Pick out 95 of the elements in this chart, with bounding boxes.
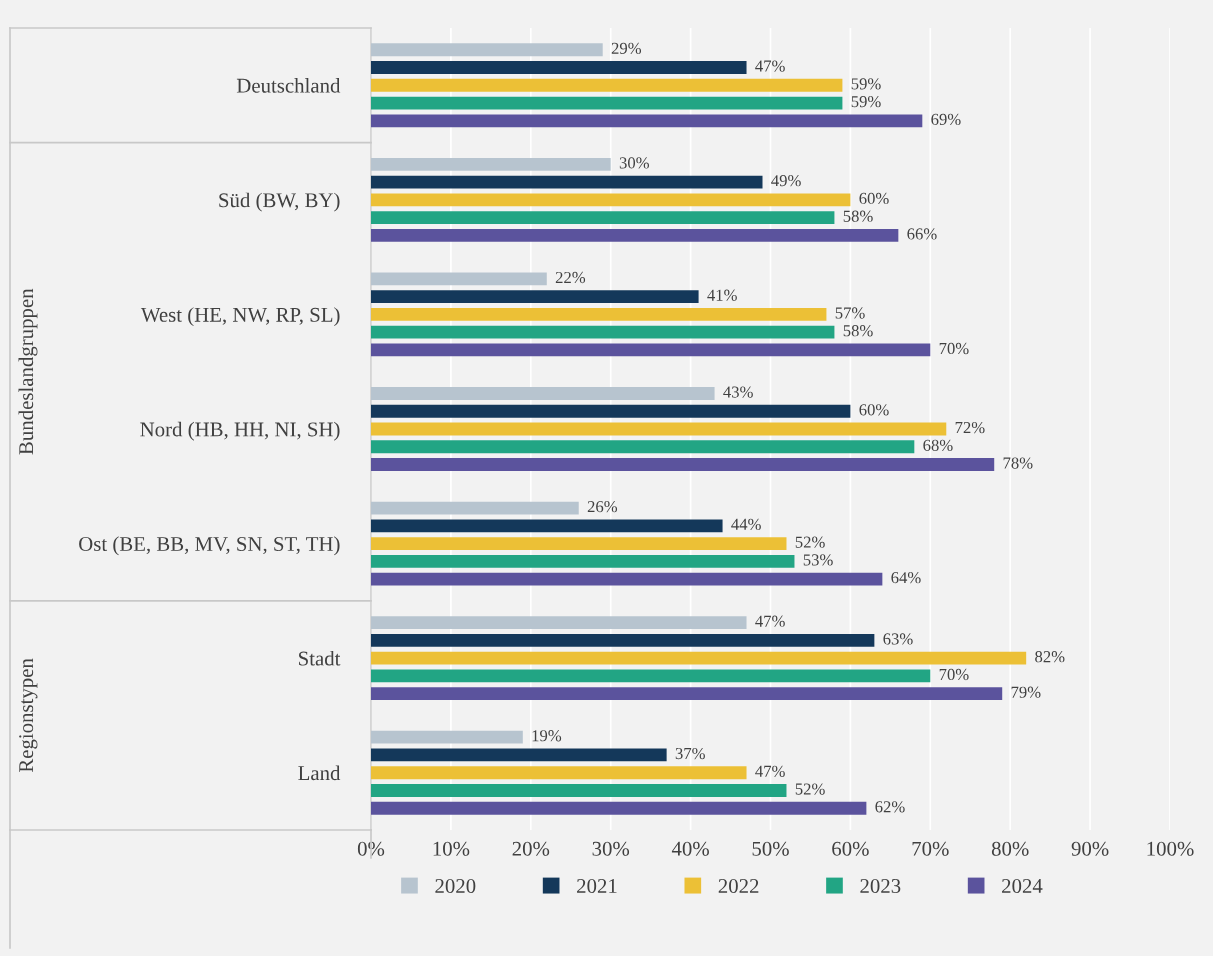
- data-label: 22%: [555, 271, 586, 284]
- legend-label: 2024: [1002, 878, 1043, 894]
- data-label: 47%: [755, 615, 785, 627]
- bar: [371, 784, 787, 797]
- data-label: 43%: [723, 386, 753, 398]
- data-label: 63%: [883, 633, 913, 645]
- data-label: 52%: [795, 783, 825, 795]
- data-label: 52%: [795, 536, 825, 548]
- y-tick-label: West (HE, NW, RP, SL): [140, 307, 340, 327]
- data-label: 37%: [675, 747, 705, 760]
- bar: [371, 157, 611, 171]
- legend-label: 2023: [860, 878, 901, 894]
- bar: [371, 422, 947, 436]
- x-tick-label: 20%: [512, 841, 550, 856]
- data-label: 68%: [923, 439, 953, 451]
- bar: [371, 458, 995, 471]
- text: Regionstypen: [19, 658, 38, 773]
- bar: [371, 387, 715, 400]
- data-label: 82%: [1035, 651, 1065, 663]
- bar: [371, 175, 763, 189]
- bar: [371, 61, 747, 74]
- bar: [371, 308, 827, 321]
- x-tick-label: 40%: [671, 841, 709, 856]
- x-tick-label: 60%: [832, 841, 869, 856]
- legend-label: 2020: [435, 878, 476, 894]
- bar: [371, 290, 699, 304]
- bar: [371, 501, 579, 515]
- y-tick-label: Deutschland: [236, 78, 341, 93]
- bar: [371, 616, 747, 630]
- y-tick-label: Stadt: [299, 650, 341, 666]
- data-label: 60%: [859, 404, 889, 416]
- bar: [371, 687, 1003, 701]
- bar: [371, 272, 547, 286]
- bar: [371, 96, 843, 110]
- bar: [371, 730, 523, 744]
- bar: [371, 211, 835, 225]
- x-tick-label: 70%: [912, 841, 949, 856]
- data-label: 72%: [955, 421, 985, 434]
- data-label: 49%: [771, 175, 801, 187]
- bar: [371, 669, 931, 683]
- bar: [371, 766, 747, 780]
- x-tick-label: 0%: [357, 841, 385, 856]
- text: Bundeslandgruppen: [18, 288, 38, 455]
- bar: [371, 633, 875, 647]
- legend-label: 2021: [577, 878, 617, 894]
- bar: [371, 325, 835, 339]
- bar: [371, 114, 923, 128]
- bar: [371, 537, 787, 550]
- y-tick-label: Land: [298, 765, 341, 781]
- data-label: 57%: [835, 307, 865, 319]
- x-tick-label: 90%: [1071, 841, 1109, 856]
- data-label: 59%: [851, 78, 881, 90]
- bar: [371, 404, 851, 418]
- bar: [371, 78, 843, 92]
- data-label: 64%: [891, 572, 921, 584]
- data-label: 66%: [907, 228, 937, 240]
- bar: [371, 748, 667, 762]
- bar: [371, 343, 931, 357]
- data-label: 79%: [1011, 686, 1041, 698]
- y-tick-label: Nord (HB, HH, NI, SH): [140, 421, 340, 441]
- data-label: 53%: [803, 554, 833, 566]
- bar: [371, 43, 603, 57]
- y-tick-label: Ost (BE, BB, MV, SN, ST, TH): [79, 536, 340, 556]
- x-tick-label: 50%: [752, 841, 789, 856]
- bar: [371, 651, 1027, 665]
- data-label: 78%: [1003, 457, 1033, 469]
- x-tick-label: 10%: [433, 841, 470, 856]
- data-label: 70%: [939, 668, 969, 681]
- bar: [371, 193, 851, 207]
- bar: [371, 554, 795, 568]
- data-label: 29%: [611, 42, 642, 54]
- data-label: 41%: [707, 289, 737, 301]
- data-label: 47%: [755, 765, 785, 777]
- data-label: 70%: [939, 342, 969, 355]
- x-tick-label: 100%: [1147, 841, 1194, 856]
- data-label: 69%: [931, 113, 961, 126]
- bar: [371, 228, 899, 242]
- y-tick-label: Süd (BW, BY): [219, 192, 340, 212]
- data-label: 59%: [851, 95, 881, 108]
- data-label: 19%: [532, 730, 562, 742]
- data-label: 47%: [755, 60, 785, 72]
- data-label: 26%: [587, 500, 618, 513]
- data-label: 44%: [731, 518, 761, 531]
- data-label: 30%: [619, 157, 650, 169]
- bar: [371, 572, 883, 586]
- x-tick-label: 80%: [991, 841, 1029, 856]
- legend-label: 2022: [718, 878, 759, 894]
- bar: [371, 440, 915, 454]
- x-tick-label: 30%: [592, 841, 630, 856]
- bar: [371, 519, 723, 533]
- data-label: 62%: [875, 801, 905, 813]
- data-label: 58%: [843, 210, 873, 222]
- data-label: 58%: [843, 325, 873, 337]
- bar: [371, 801, 867, 815]
- data-label: 60%: [859, 192, 889, 205]
